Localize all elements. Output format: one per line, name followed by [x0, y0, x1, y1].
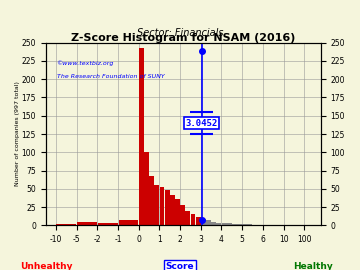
Bar	[159, 187, 165, 225]
Bar	[237, 224, 242, 225]
Bar	[201, 219, 206, 225]
Y-axis label: Number of companies (997 total): Number of companies (997 total)	[15, 82, 20, 187]
Bar	[227, 223, 232, 225]
Bar	[77, 222, 97, 225]
Text: 3.0452: 3.0452	[186, 119, 218, 127]
Bar	[170, 195, 175, 225]
Bar	[211, 222, 216, 225]
Bar	[247, 224, 252, 225]
Bar	[180, 205, 185, 225]
Bar	[242, 224, 247, 225]
Bar	[216, 222, 221, 225]
Bar	[144, 152, 149, 225]
Bar	[165, 190, 170, 225]
Bar	[232, 224, 237, 225]
Bar	[196, 217, 201, 225]
Bar	[118, 220, 138, 225]
Text: Unhealthy: Unhealthy	[21, 262, 73, 270]
Title: Z-Score Histogram for NSAM (2016): Z-Score Histogram for NSAM (2016)	[71, 33, 296, 43]
Text: Sector: Financials: Sector: Financials	[137, 28, 223, 38]
Bar	[206, 220, 211, 225]
Bar	[98, 222, 117, 225]
Bar	[154, 185, 159, 225]
Bar	[175, 199, 180, 225]
Bar	[185, 211, 190, 225]
Bar	[139, 48, 144, 225]
Text: Healthy: Healthy	[293, 262, 333, 270]
Bar	[149, 176, 154, 225]
Bar	[57, 224, 76, 225]
Bar	[222, 223, 226, 225]
Text: Score: Score	[166, 262, 194, 270]
Text: The Research Foundation of SUNY: The Research Foundation of SUNY	[57, 74, 165, 79]
Text: ©www.textbiz.org: ©www.textbiz.org	[57, 61, 114, 66]
Bar	[190, 214, 195, 225]
